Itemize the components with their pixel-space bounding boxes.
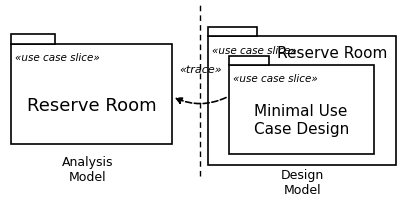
Text: «use case slice»: «use case slice»: [15, 53, 99, 62]
Bar: [228, 65, 373, 154]
Text: Reserve Room: Reserve Room: [26, 97, 156, 115]
Text: Analysis
Model: Analysis Model: [62, 156, 113, 184]
Bar: [208, 27, 256, 36]
Bar: [228, 56, 268, 65]
Text: Reserve Room: Reserve Room: [276, 46, 387, 61]
Text: Minimal Use
Case Design: Minimal Use Case Design: [253, 104, 348, 137]
Text: Design
Model: Design Model: [280, 169, 323, 197]
Bar: [208, 36, 395, 165]
Text: «use case slice»: «use case slice»: [232, 74, 317, 84]
Text: «use case slice»: «use case slice»: [212, 46, 297, 56]
Bar: [11, 34, 55, 44]
Bar: [11, 44, 172, 144]
FancyArrowPatch shape: [176, 98, 225, 104]
Text: «trace»: «trace»: [178, 65, 221, 75]
